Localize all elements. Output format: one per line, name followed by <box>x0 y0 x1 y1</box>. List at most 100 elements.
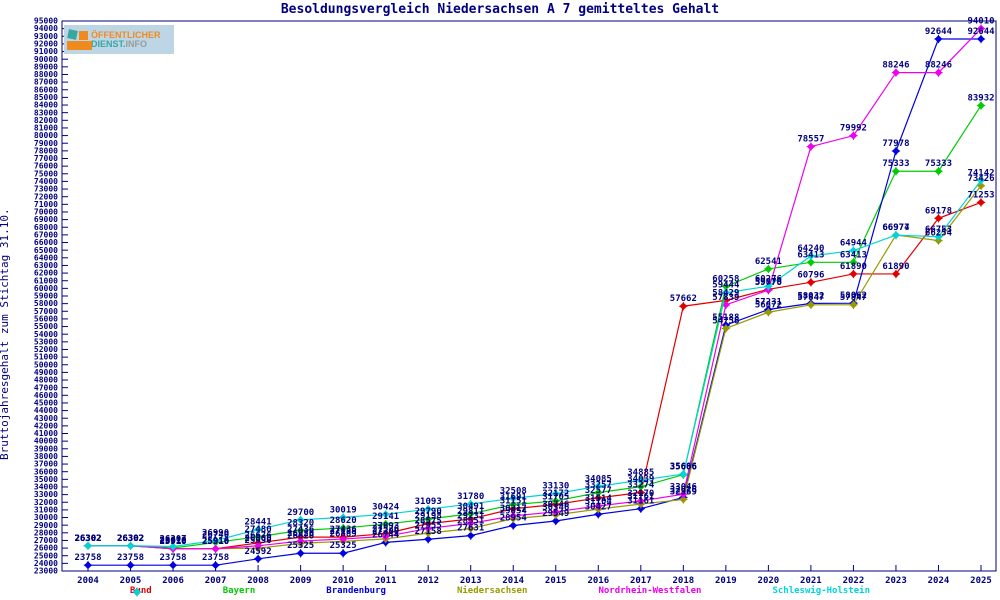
y-tick-label: 81000 <box>34 124 58 133</box>
data-point <box>466 519 475 528</box>
x-tick-label: 2007 <box>205 576 227 586</box>
y-tick-label: 30000 <box>34 513 58 522</box>
data-point-label: 26620 <box>287 531 314 541</box>
y-tick-label: 65000 <box>34 246 58 255</box>
data-point-label: 66977 <box>882 223 909 233</box>
data-point-label: 34085 <box>585 474 612 484</box>
data-point <box>126 541 135 550</box>
data-point <box>509 511 518 521</box>
logo-icon <box>67 28 92 51</box>
data-point <box>806 251 816 261</box>
y-tick-label: 58000 <box>34 299 58 308</box>
data-point-label: 26207 <box>160 535 187 545</box>
data-point-label: 33046 <box>670 482 697 492</box>
x-tick-label: 2008 <box>247 576 269 586</box>
data-point-label: 59770 <box>755 278 782 288</box>
data-point <box>934 68 943 77</box>
data-point-label: 60258 <box>712 274 739 284</box>
legend-item-niedersachsen: Niedersachsen <box>132 586 528 597</box>
data-point-label: 58032 <box>797 291 824 301</box>
x-tick-label: 2018 <box>672 576 694 586</box>
data-point-label: 30424 <box>372 502 400 512</box>
data-point-label: 26302 <box>117 534 144 544</box>
y-axis-title: Bruttojahresgehalt zum Stichtag 31.10. <box>0 208 11 460</box>
data-point-label: 75333 <box>882 159 909 169</box>
legend-label: Niedersachsen <box>456 586 528 596</box>
data-point <box>126 561 135 570</box>
data-point <box>721 300 731 310</box>
data-point <box>466 509 475 518</box>
data-point-label: 30427 <box>585 502 612 512</box>
data-point-label: 57839 <box>712 293 739 303</box>
data-point-label: 30346 <box>542 503 569 513</box>
data-point <box>338 513 348 522</box>
data-point-label: 26889 <box>330 529 357 539</box>
data-point <box>764 264 773 274</box>
data-point-label: 30217 <box>500 504 527 514</box>
data-point-label: 26010 <box>160 536 187 546</box>
data-point-label: 26744 <box>372 530 400 540</box>
x-tick-label: 2013 <box>460 576 482 586</box>
data-point-label: 58429 <box>712 288 739 298</box>
data-point <box>211 536 220 545</box>
data-point-label: 31514 <box>585 494 613 504</box>
data-point-label: 34039 <box>627 475 654 485</box>
x-tick-label: 2021 <box>800 576 822 586</box>
data-point-label: 32577 <box>585 486 612 496</box>
data-point-label: 64944 <box>840 239 868 249</box>
data-point-label: 30019 <box>330 505 357 515</box>
data-point-label: 83932 <box>967 94 994 104</box>
x-tick-label: 2012 <box>417 576 439 586</box>
data-point-label: 26302 <box>74 534 101 544</box>
y-tick-label: 38000 <box>34 452 58 461</box>
x-tick-label: 2005 <box>120 576 142 586</box>
data-point <box>764 308 773 317</box>
data-point-label: 27200 <box>372 527 399 537</box>
data-point <box>381 510 390 519</box>
data-point <box>679 302 688 311</box>
data-point-label: 29811 <box>457 507 484 517</box>
data-point-label: 26302 <box>74 534 101 544</box>
data-point <box>976 198 986 207</box>
data-point-label: 34885 <box>627 468 654 478</box>
data-point-label: 59878 <box>755 277 782 287</box>
data-point-label: 26302 <box>117 534 144 544</box>
y-tick-label: 47000 <box>34 383 58 392</box>
data-point-label: 31161 <box>627 497 654 507</box>
y-tick-label: 88000 <box>34 70 58 79</box>
data-point-label: 29231 <box>457 511 484 521</box>
y-tick-label: 27000 <box>34 536 58 545</box>
data-point-label: 74142 <box>967 168 994 178</box>
data-point-label: 31691 <box>500 493 527 503</box>
y-tick-label: 64000 <box>34 253 58 262</box>
chart-title: Besoldungsvergleich Niedersachsen A 7 ge… <box>280 2 720 17</box>
data-point-label: 62541 <box>755 257 782 267</box>
data-point-label: 94010 <box>967 17 994 27</box>
data-point-label: 30746 <box>542 500 569 510</box>
data-point <box>466 531 475 540</box>
data-point <box>891 68 901 77</box>
y-tick-label: 57000 <box>34 307 58 316</box>
data-point-label: 69178 <box>925 206 952 216</box>
data-point-label: 54756 <box>712 316 739 326</box>
data-point <box>934 34 943 44</box>
data-point-label: 28954 <box>500 514 528 524</box>
data-point-label: 92644 <box>967 27 995 37</box>
y-tick-label: 41000 <box>34 429 58 438</box>
data-point-label: 88246 <box>882 61 909 71</box>
y-tick-label: 44000 <box>34 406 58 415</box>
series-line-niedersachsen <box>88 185 982 550</box>
y-tick-label: 43000 <box>34 414 58 423</box>
y-tick-label: 71000 <box>34 200 58 209</box>
x-tick-label: 2010 <box>332 576 354 586</box>
series-line-schleswig-holstein <box>88 179 982 548</box>
data-point-label: 25910 <box>160 537 187 547</box>
data-point-label: 61890 <box>882 262 909 272</box>
y-tick-label: 24000 <box>34 559 58 568</box>
data-point-label: 28575 <box>415 516 442 526</box>
data-point <box>849 246 858 255</box>
y-tick-label: 68000 <box>34 223 58 232</box>
x-tick-label: 2009 <box>290 576 312 586</box>
data-point-label: 31705 <box>542 493 569 503</box>
